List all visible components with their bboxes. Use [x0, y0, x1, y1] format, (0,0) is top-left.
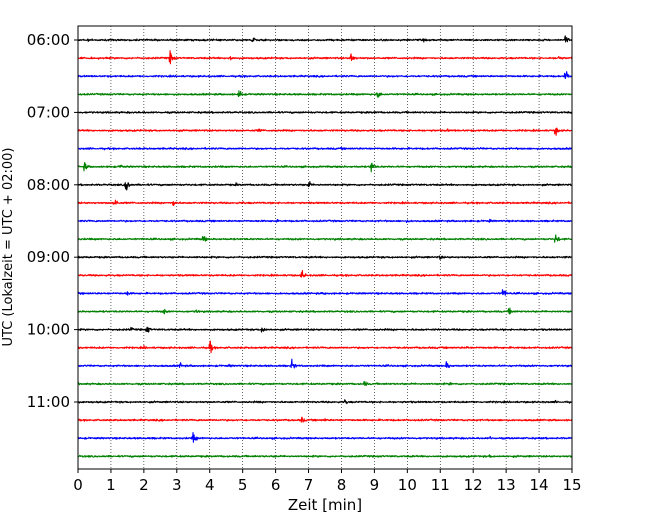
seismogram-trace [77, 127, 573, 136]
seismogram-trace [77, 199, 573, 206]
x-axis-label: Zeit [min] [288, 496, 362, 514]
x-tick-label: 12 [464, 476, 483, 494]
y-tick-label: 11:00 [27, 393, 70, 411]
seismogram-trace [77, 416, 573, 423]
x-tick-label: 10 [398, 476, 417, 494]
seismogram-trace [77, 289, 573, 296]
seismogram-trace [77, 255, 573, 260]
seismogram-trace [77, 35, 573, 43]
y-axis-ticks: 06:00 07:00 08:00 09:00 10:00 11:00 [27, 31, 78, 411]
x-tick-label: 15 [562, 476, 581, 494]
x-tick-label: 2 [139, 476, 149, 494]
seismogram-trace [77, 380, 573, 387]
x-tick-label: 11 [431, 476, 450, 494]
seismogram-trace [77, 146, 573, 151]
seismogram-trace [77, 234, 573, 243]
seismogram-trace [77, 399, 573, 405]
seismogram-traces [77, 35, 573, 458]
grid-lines [110, 26, 540, 469]
seismogram-trace [77, 71, 573, 80]
seismogram-trace [77, 269, 573, 278]
seismogram-trace [77, 340, 573, 354]
x-tick-label: 6 [271, 476, 281, 494]
x-tick-label: 13 [497, 476, 516, 494]
x-tick-label: 4 [205, 476, 215, 494]
seismogram-trace [77, 161, 573, 173]
seismogram-trace [77, 218, 573, 224]
x-tick-label: 14 [530, 476, 549, 494]
seismogram-trace [77, 90, 573, 99]
y-tick-label: 08:00 [27, 176, 70, 194]
x-tick-label: 9 [370, 476, 380, 494]
x-tick-label: 1 [106, 476, 116, 494]
y-tick-label: 06:00 [27, 31, 70, 49]
x-tick-label: 3 [172, 476, 182, 494]
x-tick-label: 5 [238, 476, 248, 494]
x-axis-ticks: 0 1 2 3 4 5 6 7 8 9 10 11 12 13 14 15 [73, 469, 582, 494]
seismogram-trace [77, 50, 573, 65]
seismogram-trace [77, 110, 573, 115]
x-tick-label: 8 [337, 476, 347, 494]
seismogram-trace [77, 307, 573, 315]
x-tick-label: 0 [73, 476, 83, 494]
seismogram-trace [77, 358, 573, 369]
seismogram-trace [77, 181, 573, 191]
y-axis-label: UTC (Lokalzeit = UTC + 02:00) [1, 148, 16, 347]
seismogram-trace [77, 431, 573, 443]
y-tick-label: 10:00 [27, 321, 70, 339]
x-tick-label: 7 [304, 476, 314, 494]
seismogram-trace [77, 454, 573, 458]
plot-frame [77, 25, 573, 470]
y-tick-label: 07:00 [27, 103, 70, 121]
y-tick-label: 09:00 [27, 248, 70, 266]
seismogram-trace [77, 326, 573, 333]
